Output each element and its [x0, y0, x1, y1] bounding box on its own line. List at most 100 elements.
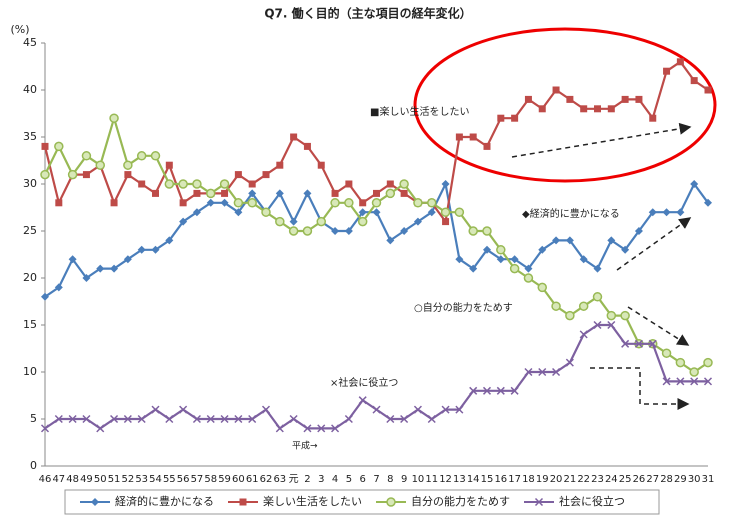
x-tick-label: 19	[536, 474, 549, 485]
marker	[344, 414, 353, 424]
marker	[592, 292, 603, 302]
x-tick-label: 25	[619, 474, 632, 485]
x-tick-label: 30	[688, 474, 701, 485]
marker	[261, 207, 271, 217]
marker	[413, 405, 422, 414]
marker	[496, 245, 506, 255]
marker	[178, 179, 188, 189]
marker	[81, 151, 92, 161]
marker	[248, 189, 257, 198]
x-tick-label: 49	[80, 474, 93, 485]
legend-label: 経済的に豊かになる	[115, 494, 214, 508]
marker	[233, 198, 244, 208]
marker	[661, 348, 672, 358]
y-tick-label: 0	[30, 459, 37, 472]
marker	[676, 208, 685, 217]
marker	[40, 424, 50, 433]
marker	[220, 198, 229, 207]
marker	[606, 310, 617, 321]
marker	[234, 171, 242, 179]
marker	[524, 367, 533, 377]
marker	[524, 264, 533, 273]
x-tick-label: 57	[191, 474, 204, 485]
marker	[620, 310, 630, 321]
x-tick-label: 60	[232, 474, 245, 485]
marker	[511, 114, 519, 122]
marker	[137, 414, 146, 424]
x-tick-label: 61	[246, 474, 259, 485]
marker	[41, 292, 49, 301]
marker	[566, 95, 574, 103]
marker	[634, 227, 643, 235]
marker	[331, 424, 340, 433]
marker	[427, 198, 437, 208]
marker	[648, 339, 657, 348]
marker	[400, 189, 408, 197]
legend-box	[64, 489, 660, 515]
marker	[594, 105, 601, 113]
marker	[538, 105, 546, 113]
annotation: ×社会に役立つ	[330, 376, 398, 389]
x-tick-label: 6	[360, 474, 366, 485]
x-tick-label: 26	[633, 474, 646, 485]
marker	[95, 160, 105, 170]
marker	[386, 236, 395, 245]
x-tick-label: 3	[318, 474, 324, 485]
marker	[303, 142, 311, 150]
marker	[123, 160, 133, 170]
marker	[261, 405, 271, 414]
marker	[54, 414, 63, 424]
y-tick-label: 10	[23, 365, 37, 378]
x-tick-label: 56	[177, 474, 190, 485]
marker	[109, 113, 119, 123]
marker	[537, 282, 547, 293]
marker	[580, 105, 588, 113]
marker	[455, 405, 464, 414]
marker	[123, 414, 132, 424]
marker	[54, 141, 64, 152]
marker	[676, 377, 685, 386]
marker	[468, 226, 478, 236]
y-tick-label: 35	[23, 130, 37, 143]
x-tick-label: 28	[660, 474, 673, 485]
marker	[552, 236, 561, 245]
x-tick-label: 17	[508, 474, 521, 485]
marker	[607, 105, 615, 113]
marker	[386, 414, 395, 424]
marker	[302, 226, 313, 236]
marker	[290, 133, 298, 141]
marker	[206, 198, 215, 207]
marker	[303, 424, 312, 433]
marker	[289, 414, 298, 424]
marker	[510, 386, 519, 395]
x-tick-label: 20	[550, 474, 563, 485]
marker	[206, 188, 216, 199]
marker	[534, 497, 544, 507]
marker	[344, 227, 353, 235]
marker	[331, 189, 339, 197]
y-tick-label: 40	[23, 83, 37, 96]
annotation: 平成→	[292, 440, 318, 452]
marker	[373, 189, 380, 197]
marker	[345, 180, 353, 188]
marker	[219, 179, 230, 189]
marker	[68, 414, 77, 424]
chart-title: Q7. 働く目的（主な項目の経年変化）	[264, 6, 471, 21]
marker	[55, 199, 63, 207]
x-tick-label: 31	[702, 474, 715, 485]
x-tick-label: 51	[108, 474, 121, 485]
y-axis-label: (%)	[10, 23, 29, 36]
marker	[704, 86, 712, 94]
marker	[289, 217, 298, 226]
marker	[150, 151, 161, 161]
marker	[359, 199, 367, 207]
marker	[67, 169, 78, 180]
marker	[276, 161, 284, 169]
marker	[578, 301, 589, 311]
marker	[96, 424, 105, 433]
marker	[386, 497, 396, 507]
marker	[703, 377, 713, 386]
marker	[441, 405, 450, 414]
marker	[372, 208, 381, 217]
marker	[690, 377, 699, 386]
